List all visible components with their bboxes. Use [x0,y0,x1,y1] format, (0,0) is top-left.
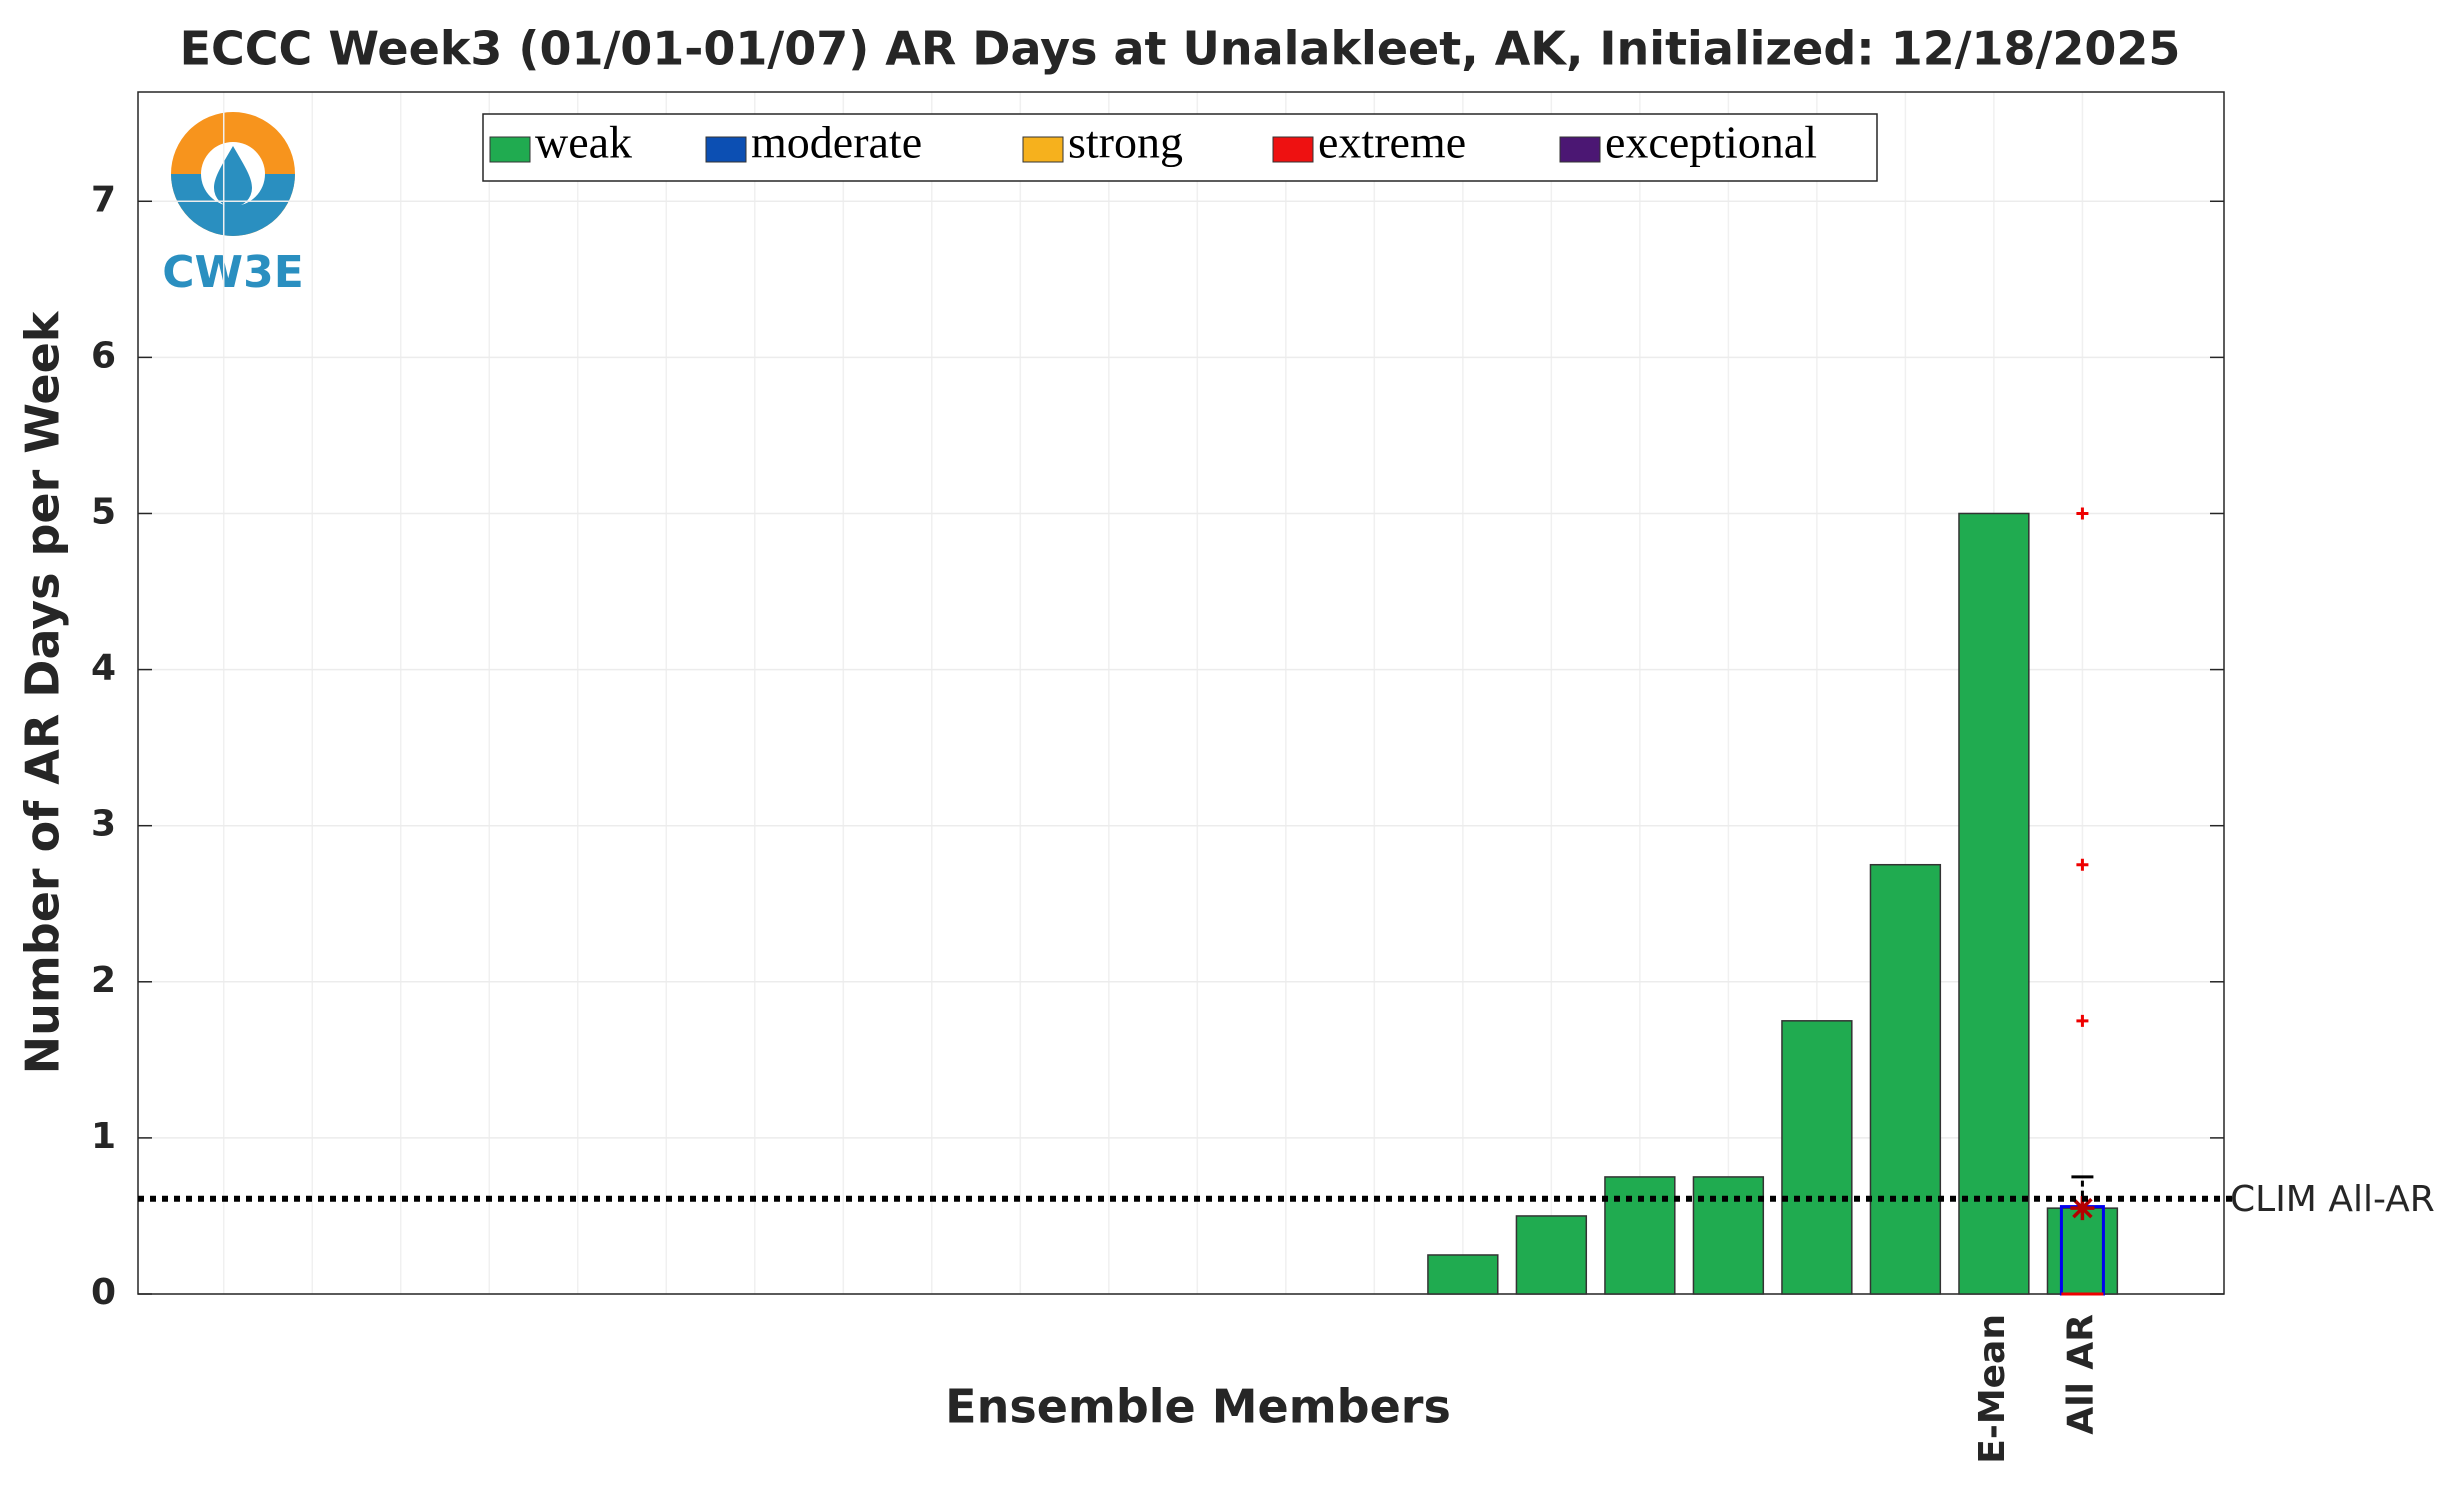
mean-marker [2070,1196,2095,1221]
bar [1692,1176,1765,1295]
clim-label: CLIM All-AR [2230,1179,2435,1220]
y-axis-label: Number of AR Days per Week [16,310,70,1074]
legend-swatch [1272,136,1314,163]
y-tick-label: 5 [91,491,116,532]
legend-label: weak [535,117,632,168]
legend-label: strong [1068,117,1183,168]
bar [1604,1176,1676,1295]
chart-title: ECCC Week3 (01/01-01/07) AR Days at Unal… [180,22,2181,76]
legend-label: moderate [751,117,922,168]
y-tick-label: 7 [91,179,116,220]
x-tick-label: E-Mean [1972,1314,2013,1464]
legend-label: extreme [1318,117,1466,168]
bar [1958,512,2030,1295]
y-tick-label: 6 [91,335,116,376]
y-tick-label: 3 [91,804,116,845]
bar [1869,863,1942,1295]
bar [1781,1020,1853,1295]
legend-swatch [489,136,531,163]
y-tick-label: 1 [91,1116,116,1157]
legend-swatch [705,136,747,163]
logo-text: CW3E [162,247,304,298]
logo: CW3E [162,112,304,298]
outlier [2076,1014,2089,1027]
plot-frame [137,91,2225,1295]
outlier [2076,858,2089,871]
outlier [2076,507,2089,520]
x-tick-label: All AR [2060,1314,2101,1435]
legend-label: exceptional [1605,117,1817,168]
legend-swatch [1022,136,1064,163]
y-tick-label: 2 [91,960,116,1001]
bar [1427,1254,1499,1295]
y-tick-label: 0 [91,1272,116,1313]
legend-swatch [1559,136,1601,163]
bar [1515,1215,1588,1295]
y-tick-label: 4 [91,648,116,689]
bar [2046,1207,2119,1295]
legend: weak moderate strong extreme exceptional [482,113,1878,182]
x-axis-label: Ensemble Members [945,1380,1451,1434]
